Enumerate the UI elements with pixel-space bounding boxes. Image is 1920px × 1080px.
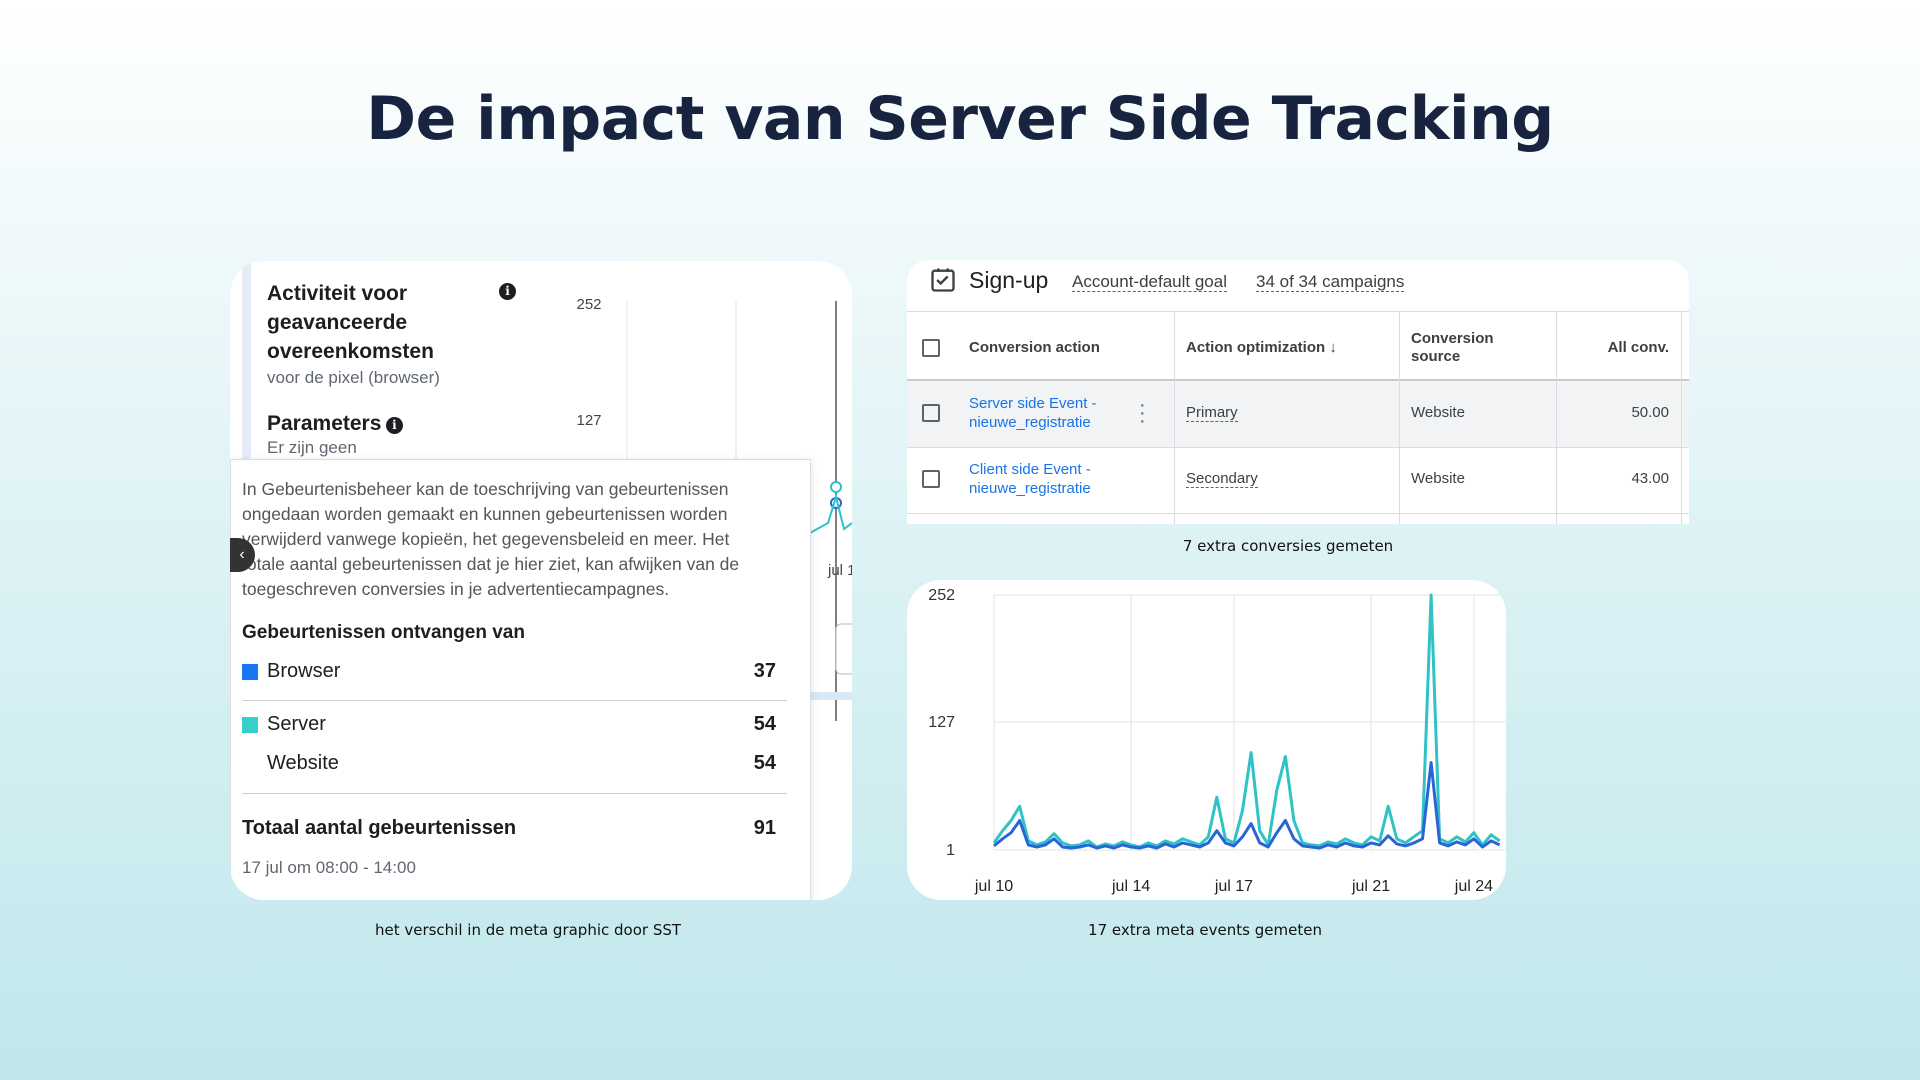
- heading-line: Activiteit voor: [267, 282, 408, 305]
- info-icon[interactable]: i: [385, 417, 403, 434]
- heading-line: overeenkomsten: [267, 340, 434, 363]
- info-icon[interactable]: i: [499, 283, 516, 300]
- x-tick-label: jul 24: [1454, 878, 1493, 895]
- y-tick-label: 252: [928, 587, 955, 604]
- row-label: Browser: [267, 660, 341, 682]
- optimization[interactable]: Primary: [1186, 404, 1238, 422]
- series-line: [992, 593, 1501, 849]
- total-value: 91: [753, 817, 776, 839]
- mini-line: [809, 493, 852, 534]
- total-label: Totaal aantal gebeurtenissen: [242, 817, 517, 839]
- tooltip-text: toegeschreven conversies in je advertent…: [242, 579, 670, 599]
- divider: [242, 793, 787, 794]
- all-conv: 50.00: [1631, 404, 1669, 421]
- legend-swatch: [242, 664, 258, 680]
- row-highlight: [907, 380, 1689, 447]
- x-tick-label: jul 10: [974, 878, 1013, 895]
- optimization[interactable]: Secondary: [1186, 470, 1258, 488]
- tooltip-text: verwijderd vanwege kopieën, het gegevens…: [242, 529, 730, 549]
- x-tick-label: jul 21: [1351, 878, 1390, 895]
- source: Website: [1411, 404, 1465, 421]
- all-conv: 43.00: [1631, 470, 1669, 487]
- y-tick-label: 252: [576, 296, 601, 313]
- divider: [242, 700, 787, 701]
- tooltip-text: totale aantal gebeurtenissen dat je hier…: [242, 554, 740, 574]
- time-range: 17 jul om 08:00 - 14:00: [242, 858, 416, 877]
- action-link[interactable]: Server side Event -: [969, 395, 1097, 412]
- checkbox[interactable]: [922, 339, 940, 357]
- more-menu[interactable]: · · ·: [1139, 394, 1146, 432]
- action-link[interactable]: Client side Event -: [969, 461, 1091, 478]
- strip: [809, 692, 852, 700]
- meta-panel: 252 127 jul 1 Activiteit voor geavanceer…: [230, 261, 852, 900]
- tooltip: In Gebeurtenisbeheer kan de toeschrijvin…: [230, 459, 811, 900]
- y-tick-label: 1: [946, 842, 955, 859]
- column-header-text: Action optimization: [1186, 339, 1326, 356]
- cursor-dot: [830, 481, 842, 493]
- column-header[interactable]: Action optimization ↓: [1186, 339, 1337, 356]
- action-link[interactable]: nieuwe_registratie: [969, 480, 1091, 497]
- caption: 7 extra conversies gemeten: [1182, 537, 1394, 555]
- goal-icon: [931, 268, 955, 292]
- caption: 17 extra meta events gemeten: [1088, 921, 1322, 939]
- x-tick-label: jul 17: [1214, 878, 1253, 895]
- row-value: 54: [753, 713, 776, 735]
- checkbox[interactable]: [922, 470, 940, 488]
- mini-chart: 252 127 jul 1: [576, 296, 852, 721]
- caption: het verschil in de meta graphic door SST: [374, 921, 682, 939]
- parameters-label: Parameters: [267, 412, 382, 435]
- y-tick-label: 127: [928, 714, 955, 731]
- column-header: Conversion: [1411, 330, 1494, 347]
- checkbox[interactable]: [922, 404, 940, 422]
- tooltip-text: In Gebeurtenisbeheer kan de toeschrijvin…: [242, 479, 729, 499]
- x-tick-label: jul 1: [827, 562, 852, 579]
- row-value: 37: [753, 660, 776, 682]
- parameters-note: Er zijn geen: [267, 438, 357, 457]
- source: Website: [1411, 470, 1465, 487]
- action-link[interactable]: nieuwe_registratie: [969, 414, 1091, 431]
- line-chart: 1 127 252 jul 10 jul 14 jul 17 jul 21 jul 24: [928, 587, 1506, 895]
- legend-swatch: [242, 717, 258, 733]
- row-value: 54: [753, 752, 776, 774]
- ads-table: Sign-up Account-default goal 34 of 34 ca…: [907, 260, 1689, 524]
- row-label: Server: [267, 713, 326, 735]
- tooltip-heading: Gebeurtenissen ontvangen van: [242, 622, 525, 643]
- column-header: source: [1411, 348, 1461, 365]
- heading-line: geavanceerde: [267, 311, 408, 334]
- goal-name: Sign-up: [969, 267, 1049, 293]
- goal-type[interactable]: Account-default goal: [1072, 272, 1227, 292]
- slide-title: De impact van Server Side Tracking: [366, 84, 1554, 154]
- column-header: All conv.: [1607, 339, 1669, 356]
- tooltip-text: ongedaan worden gemaakt en kunnen gebeur…: [242, 504, 728, 524]
- campaigns[interactable]: 34 of 34 campaigns: [1256, 272, 1405, 292]
- column-header: Conversion action: [969, 339, 1100, 356]
- subheading: voor de pixel (browser): [267, 368, 440, 387]
- button-edge: [835, 623, 852, 675]
- chart-card: 1 127 252 jul 10 jul 14 jul 17 jul 21 jul 24: [907, 580, 1506, 900]
- row-label: Website: [267, 752, 339, 774]
- series-line: [993, 761, 1501, 850]
- x-tick-label: jul 14: [1111, 878, 1150, 895]
- y-tick-label: 127: [576, 412, 601, 429]
